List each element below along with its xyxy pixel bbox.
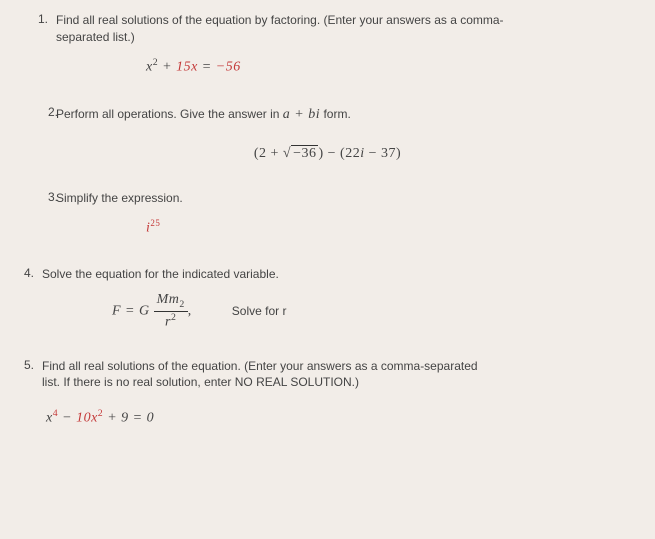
problem-2-text2: form. (320, 107, 351, 121)
eq5-coef2: 10x (76, 411, 98, 426)
problem-1-text-a: Find all real solutions of the equation … (56, 13, 504, 27)
eq1-coef: 15x (176, 59, 198, 74)
problem-3-number: 3. (22, 190, 56, 204)
eq2-mid: ) − (22 (318, 146, 360, 161)
problem-5-row: 5. Find all real solutions of the equati… (22, 358, 633, 429)
problem-3-text: Simplify the expression. (56, 191, 183, 205)
problem-5-text-b: list. If there is no real solution, ente… (42, 375, 359, 389)
problem-4-body: Solve the equation for the indicated var… (42, 266, 633, 329)
problem-5-number: 5. (22, 358, 42, 372)
problem-2-text: Perform all operations. Give the answer … (56, 107, 283, 121)
problem-5-equation: x4 − 10x2 + 9 = 0 (42, 407, 633, 428)
problem-4-number: 4. (22, 266, 42, 280)
eq4-num: Mm (157, 292, 180, 307)
problem-1-text-b: separated list.) (56, 30, 135, 44)
eq4-num-wrap: Mm2 (154, 293, 188, 312)
problem-4-row: 4. Solve the equation for the indicated … (22, 266, 633, 329)
eq5-x: x (46, 411, 53, 426)
problem-4-text: Solve the equation for the indicated var… (42, 267, 279, 281)
problem-1-row: 1. Find all real solutions of the equati… (22, 12, 633, 77)
eq1-eqs: = (198, 59, 216, 74)
eq1-rhs: −56 (216, 59, 241, 74)
eq4-num-sub: 2 (179, 299, 184, 310)
eq4-comma: , (188, 304, 192, 319)
eq5-minus: − (58, 411, 76, 426)
problem-2-number: 2. (22, 105, 56, 119)
problem-2-row: 2. Perform all operations. Give the answ… (22, 105, 633, 125)
problem-1: 1. Find all real solutions of the equati… (22, 12, 633, 77)
eq4-solve-for: Solve for r (232, 303, 287, 320)
eq2-end: − 37) (365, 146, 402, 161)
problem-3-equation: i25 (56, 217, 633, 238)
problem-3-row: 3. Simplify the expression. i25 (22, 190, 633, 238)
problem-1-equation: x2 + 15x = −56 (56, 56, 633, 77)
eq4-formula: F = G Mm2r2, (112, 293, 192, 329)
eq4-den-wrap: r2 (165, 312, 176, 330)
problem-4: 4. Solve the equation for the indicated … (22, 266, 633, 329)
problem-2-abi: a + bi (283, 107, 320, 122)
eq4-lhs: F = G (112, 304, 154, 319)
eq2-open: (2 + (254, 146, 283, 161)
problem-2-body: Perform all operations. Give the answer … (56, 105, 633, 125)
eq5-plus: + 9 = 0 (103, 411, 154, 426)
problem-1-body: Find all real solutions of the equation … (56, 12, 633, 77)
eq4-frac: Mm2r2 (154, 293, 188, 329)
eq2-sqrt: −36 (283, 146, 319, 162)
problem-5-text-a: Find all real solutions of the equation.… (42, 359, 478, 373)
problem-2: 2. Perform all operations. Give the answ… (22, 105, 633, 163)
problem-5: 5. Find all real solutions of the equati… (22, 358, 633, 429)
problem-4-equation: F = G Mm2r2, Solve for r (42, 293, 633, 329)
eq4-den-exp: 2 (171, 312, 176, 323)
problem-3: 3. Simplify the expression. i25 (22, 190, 633, 238)
problem-1-number: 1. (22, 12, 56, 26)
eq1-plus: + (158, 59, 176, 74)
eq1-x: x (146, 59, 153, 74)
problem-2-equation: (2 + −36) − (22i − 37) (22, 146, 633, 162)
eq2-neg: −36 (291, 145, 318, 161)
problem-3-body: Simplify the expression. i25 (56, 190, 633, 238)
eq3-exp: 25 (150, 218, 160, 228)
problem-5-body: Find all real solutions of the equation.… (42, 358, 633, 429)
